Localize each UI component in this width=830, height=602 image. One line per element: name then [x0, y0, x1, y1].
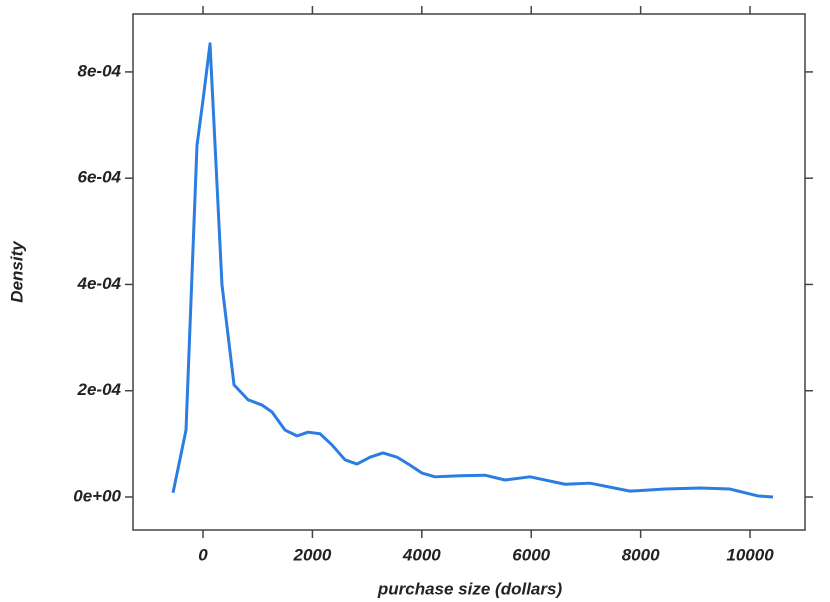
y-tick-label: 2e-04 — [77, 380, 122, 399]
y-tick-label: 0e+00 — [73, 486, 121, 505]
x-tick-label: 2000 — [293, 545, 332, 564]
x-tick-label: 0 — [198, 545, 208, 564]
x-axis-label: purchase size (dollars) — [377, 579, 563, 598]
x-tick-label: 8000 — [622, 545, 660, 564]
y-tick-label: 4e-04 — [77, 274, 122, 293]
density-line — [171, 42, 774, 499]
x-tick-label: 4000 — [402, 545, 441, 564]
x-tick-label: 10000 — [726, 545, 774, 564]
plot-frame — [132, 13, 806, 531]
y-tick-label: 8e-04 — [78, 61, 122, 80]
y-tick-label: 6e-04 — [78, 168, 122, 187]
y-axis-label: Density — [7, 240, 26, 303]
x-tick-label: 6000 — [512, 545, 550, 564]
